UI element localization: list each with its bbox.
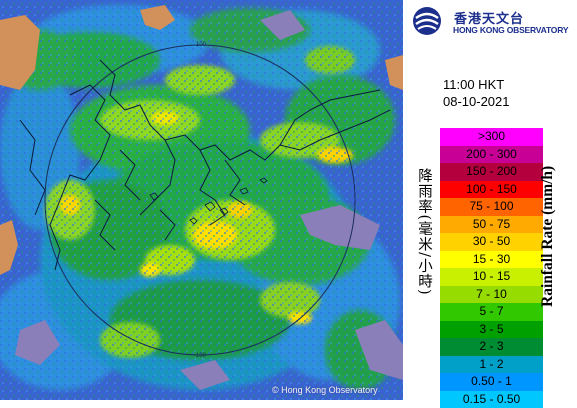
legend-title-english: Rainfall Rate (mm/h) [539,166,561,366]
legend-label: 15 - 30 [440,251,543,269]
legend-label: 7 - 10 [440,286,543,304]
legend-label: >300 [440,128,543,146]
legend-title-chinese: 降雨率(毫米/小時) [413,168,435,296]
legend-label: 75 - 100 [440,198,543,216]
legend-label: 2 - 3 [440,338,543,356]
legend-label: 50 - 75 [440,216,543,234]
timestamp-time: 11:00 HKT [443,77,504,92]
legend-label: 30 - 50 [440,233,543,251]
radar-image: 100 100 [0,0,403,400]
legend-label: 3 - 5 [440,321,543,339]
range-ring-label-bottom: 100 [196,353,207,359]
timestamp-date: 08-10-2021 [443,94,510,109]
legend-label: 100 - 150 [440,181,543,199]
legend-label: 0.50 - 1 [440,373,543,391]
legend-label: 10 - 15 [440,268,543,286]
legend-label: 1 - 2 [440,356,543,374]
copyright-text: © Hong Kong Observatory [272,385,378,395]
radar-map: 100 100 © Hong Kong Observatory [0,0,403,400]
legend-label: 200 - 300 [440,146,543,164]
hko-logo-icon [412,6,442,36]
range-ring-label-top: 100 [196,42,207,48]
logo-name-english: HONG KONG OBSERVATORY [453,25,568,35]
legend-label: 0.15 - 0.50 [440,391,543,408]
info-panel: 香港天文台 HONG KONG OBSERVATORY 11:00 HKT 08… [403,0,577,400]
legend-label: 150 - 200 [440,163,543,181]
legend-label: 5 - 7 [440,303,543,321]
